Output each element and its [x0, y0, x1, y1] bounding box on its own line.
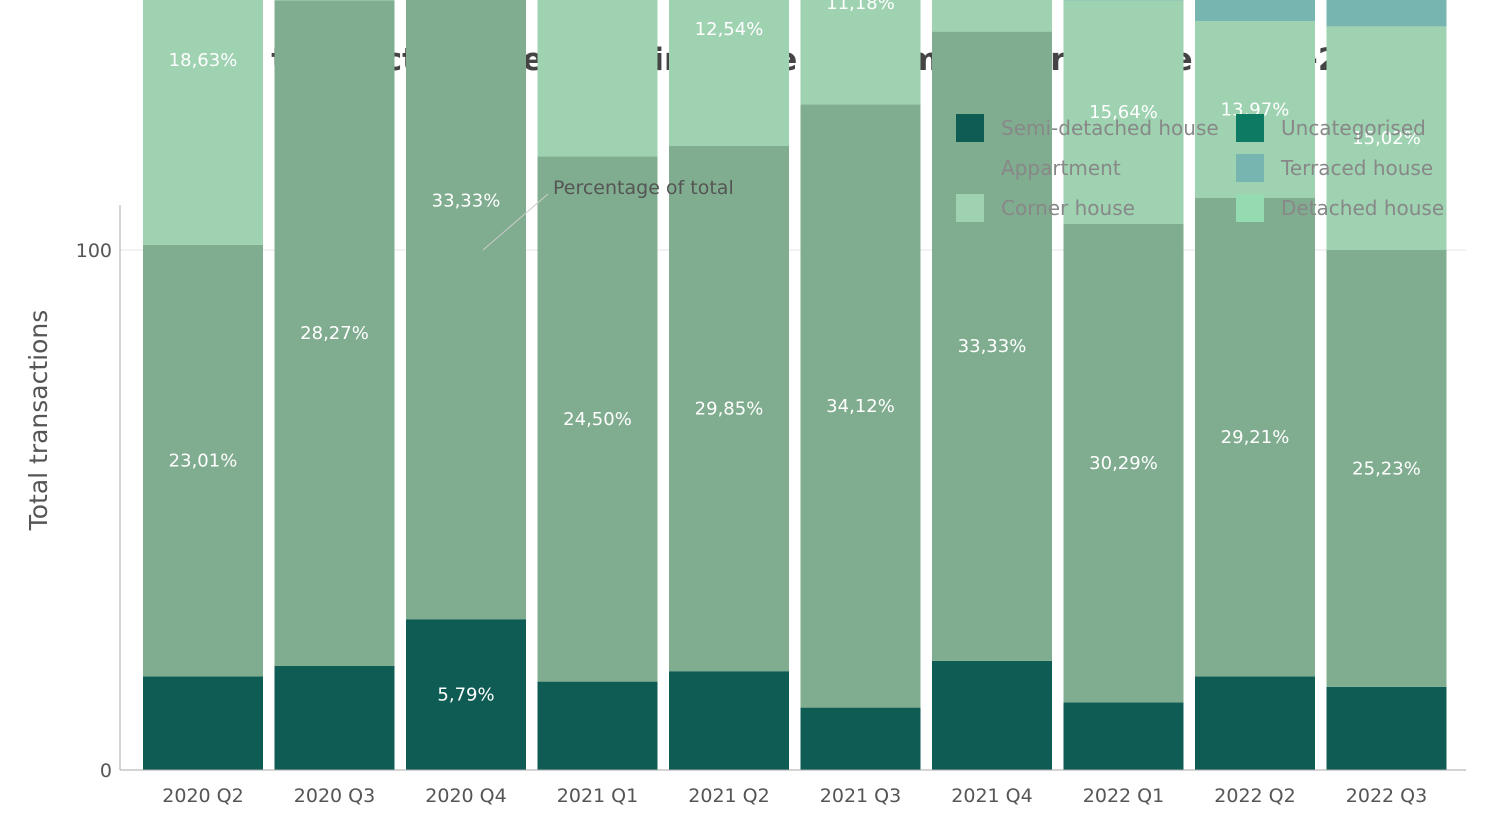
y-tick-label: 100	[76, 240, 112, 262]
data-label: 18,63%	[169, 50, 238, 71]
legend: Semi-detached house Uncategorised Appartme…	[956, 114, 1444, 222]
bar-group-2020-q4: 5,79%33,33%13,77%37,13%6,59%	[406, 0, 526, 770]
data-label: 29,21%	[1221, 427, 1290, 448]
bar-group-2021-q2: 29,85%12,54%44,78%	[669, 0, 789, 770]
bar-segment-terraced-house	[1195, 0, 1315, 22]
legend-swatch	[956, 194, 984, 222]
bar-group-2020-q3: 28,27%17,13%43,68%6,00%	[274, 0, 395, 770]
bar-segment-semi-detached-house	[800, 707, 921, 770]
data-label: 29,85%	[695, 399, 764, 420]
bar-segment-corner-house	[143, 0, 263, 245]
x-tick-label: 2021 Q3	[820, 785, 901, 807]
bar-segment-semi-detached-house	[1195, 676, 1315, 770]
data-label: 23,01%	[169, 451, 238, 472]
bar-segment-appartment	[274, 0, 395, 666]
legend-label: Corner house	[1001, 196, 1135, 220]
legend-item-terraced-house: Terraced house	[1236, 154, 1433, 182]
legend-item-detached-house: Detached house	[1236, 194, 1444, 222]
bar-segment-appartment	[669, 146, 789, 672]
legend-swatch	[1236, 194, 1264, 222]
x-tick-label: 2020 Q2	[162, 785, 243, 807]
data-label: 33,33%	[432, 191, 501, 212]
bar-segment-appartment	[1195, 198, 1315, 677]
x-tick-label: 2021 Q4	[951, 785, 1032, 807]
bar-group-2022-q3: 25,23%15,02%48,95%	[1326, 0, 1447, 770]
legend-swatch	[956, 154, 984, 182]
legend-label: Appartment	[1001, 156, 1121, 180]
x-axis-ticks: 2020 Q2 2020 Q3 2020 Q4 2021 Q1 2021 Q2 2021 …	[162, 785, 1427, 807]
data-label: 11,18%	[826, 0, 895, 14]
bar-group-2021-q1: 24,50%17,50%45,00%7,75%	[537, 0, 658, 770]
legend-label: Detached house	[1281, 196, 1444, 220]
x-tick-label: 2021 Q2	[688, 785, 769, 807]
bar-segment-appartment	[932, 31, 1052, 661]
annotation: Percentage of total	[482, 177, 734, 251]
bar-segment-semi-detached-house	[932, 660, 1052, 770]
bar-group-2022-q2: 29,21%13,97%44,76%6,03%	[1195, 0, 1315, 770]
bar-segment-semi-detached-house	[406, 619, 526, 770]
y-axis-label: Total transactions	[24, 310, 53, 532]
data-label: 33,33%	[958, 336, 1027, 357]
data-label: 15,02%	[1352, 128, 1421, 149]
legend-item-uncategorised: Uncategorised	[1236, 114, 1426, 142]
data-label: 28,27%	[300, 323, 369, 344]
bar-segment-appartment	[1063, 224, 1184, 703]
bar-segment-appartment	[143, 244, 263, 677]
bar-segment-semi-detached-house	[537, 681, 658, 770]
annotation-leader-line	[482, 193, 549, 251]
legend-swatch	[1236, 114, 1264, 142]
x-tick-label: 2020 Q3	[294, 785, 375, 807]
x-tick-label: 2022 Q2	[1214, 785, 1295, 807]
bar-group-2021-q3: 34,12%11,18%41,47%9,71%	[800, 0, 921, 770]
bars: 23,01%18,63%44,93%7,95%28,27%17,13%43,68…	[143, 0, 1447, 770]
bar-group-2020-q2: 23,01%18,63%44,93%7,95%	[143, 0, 263, 770]
legend-label: Semi-detached house	[1001, 116, 1219, 140]
bar-segment-semi-detached-house	[1326, 686, 1447, 770]
legend-label: Terraced house	[1280, 156, 1433, 180]
data-label: 15,64%	[1089, 102, 1158, 123]
bar-segment-corner-house	[800, 0, 921, 105]
axes	[119, 205, 1466, 771]
legend-swatch	[1236, 154, 1264, 182]
bar-segment-semi-detached-house	[669, 671, 789, 770]
bar-segment-terraced-house	[1326, 0, 1447, 27]
x-tick-label: 2022 Q3	[1346, 785, 1427, 807]
annotation-text: Percentage of total	[553, 177, 734, 199]
legend-item-semi-detached-house: Semi-detached house	[956, 114, 1219, 142]
bar-segment-corner-house	[537, 0, 658, 157]
bar-segment-appartment	[537, 156, 658, 682]
x-tick-label: 2020 Q4	[425, 785, 506, 807]
x-tick-label: 2022 Q1	[1083, 785, 1164, 807]
data-label: 30,29%	[1089, 453, 1158, 474]
bar-segment-corner-house	[669, 0, 789, 146]
legend-item-appartment: Appartment	[956, 154, 1121, 182]
legend-swatch	[956, 114, 984, 142]
bar-segment-semi-detached-house	[1063, 702, 1184, 770]
x-tick-label: 2021 Q1	[557, 785, 638, 807]
bar-segment-semi-detached-house	[143, 676, 263, 770]
bar-segment-appartment	[800, 104, 921, 708]
data-label: 12,54%	[695, 19, 764, 40]
bar-group-2021-q4: 33,33%11,02%43,25%6,34%	[932, 0, 1052, 770]
bar-segment-corner-house	[1063, 0, 1184, 225]
data-label: 34,12%	[826, 396, 895, 417]
bar-segment-semi-detached-house	[274, 666, 395, 770]
bar-segment-corner-house	[932, 0, 1052, 32]
legend-item-corner-house: Corner house	[956, 194, 1135, 222]
data-label: 5,79%	[437, 685, 494, 706]
y-tick-label: 0	[100, 760, 112, 782]
bar-segment-appartment	[406, 0, 526, 620]
y-axis-ticks: 0100200300400500	[76, 240, 112, 782]
bar-segment-appartment	[1326, 250, 1447, 687]
data-label: 25,23%	[1352, 458, 1421, 479]
legend-label: Uncategorised	[1281, 116, 1426, 140]
bar-group-2022-q1: 30,29%15,64%44,30%	[1063, 0, 1184, 770]
data-label: 24,50%	[563, 409, 632, 430]
bar-segment-corner-house	[1326, 26, 1447, 251]
